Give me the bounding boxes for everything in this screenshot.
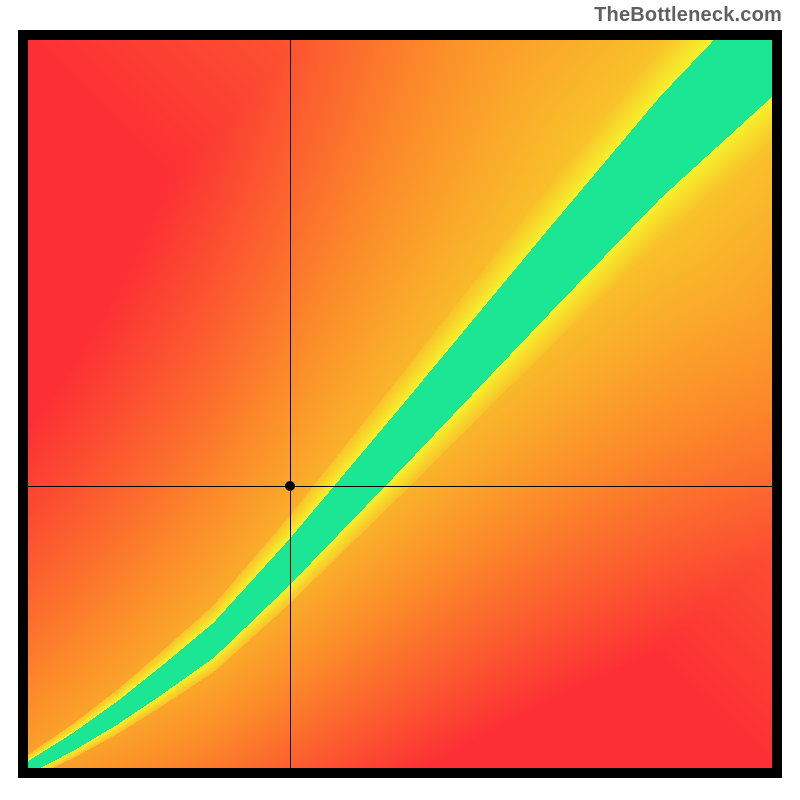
crosshair-vertical <box>290 40 291 768</box>
crosshair-marker <box>285 481 295 491</box>
crosshair-horizontal <box>28 486 772 487</box>
plot-area <box>28 40 772 768</box>
heatmap-canvas <box>28 40 772 768</box>
attribution-text: TheBottleneck.com <box>594 4 782 27</box>
figure-container: TheBottleneck.com <box>0 0 800 800</box>
plot-frame <box>18 30 782 778</box>
